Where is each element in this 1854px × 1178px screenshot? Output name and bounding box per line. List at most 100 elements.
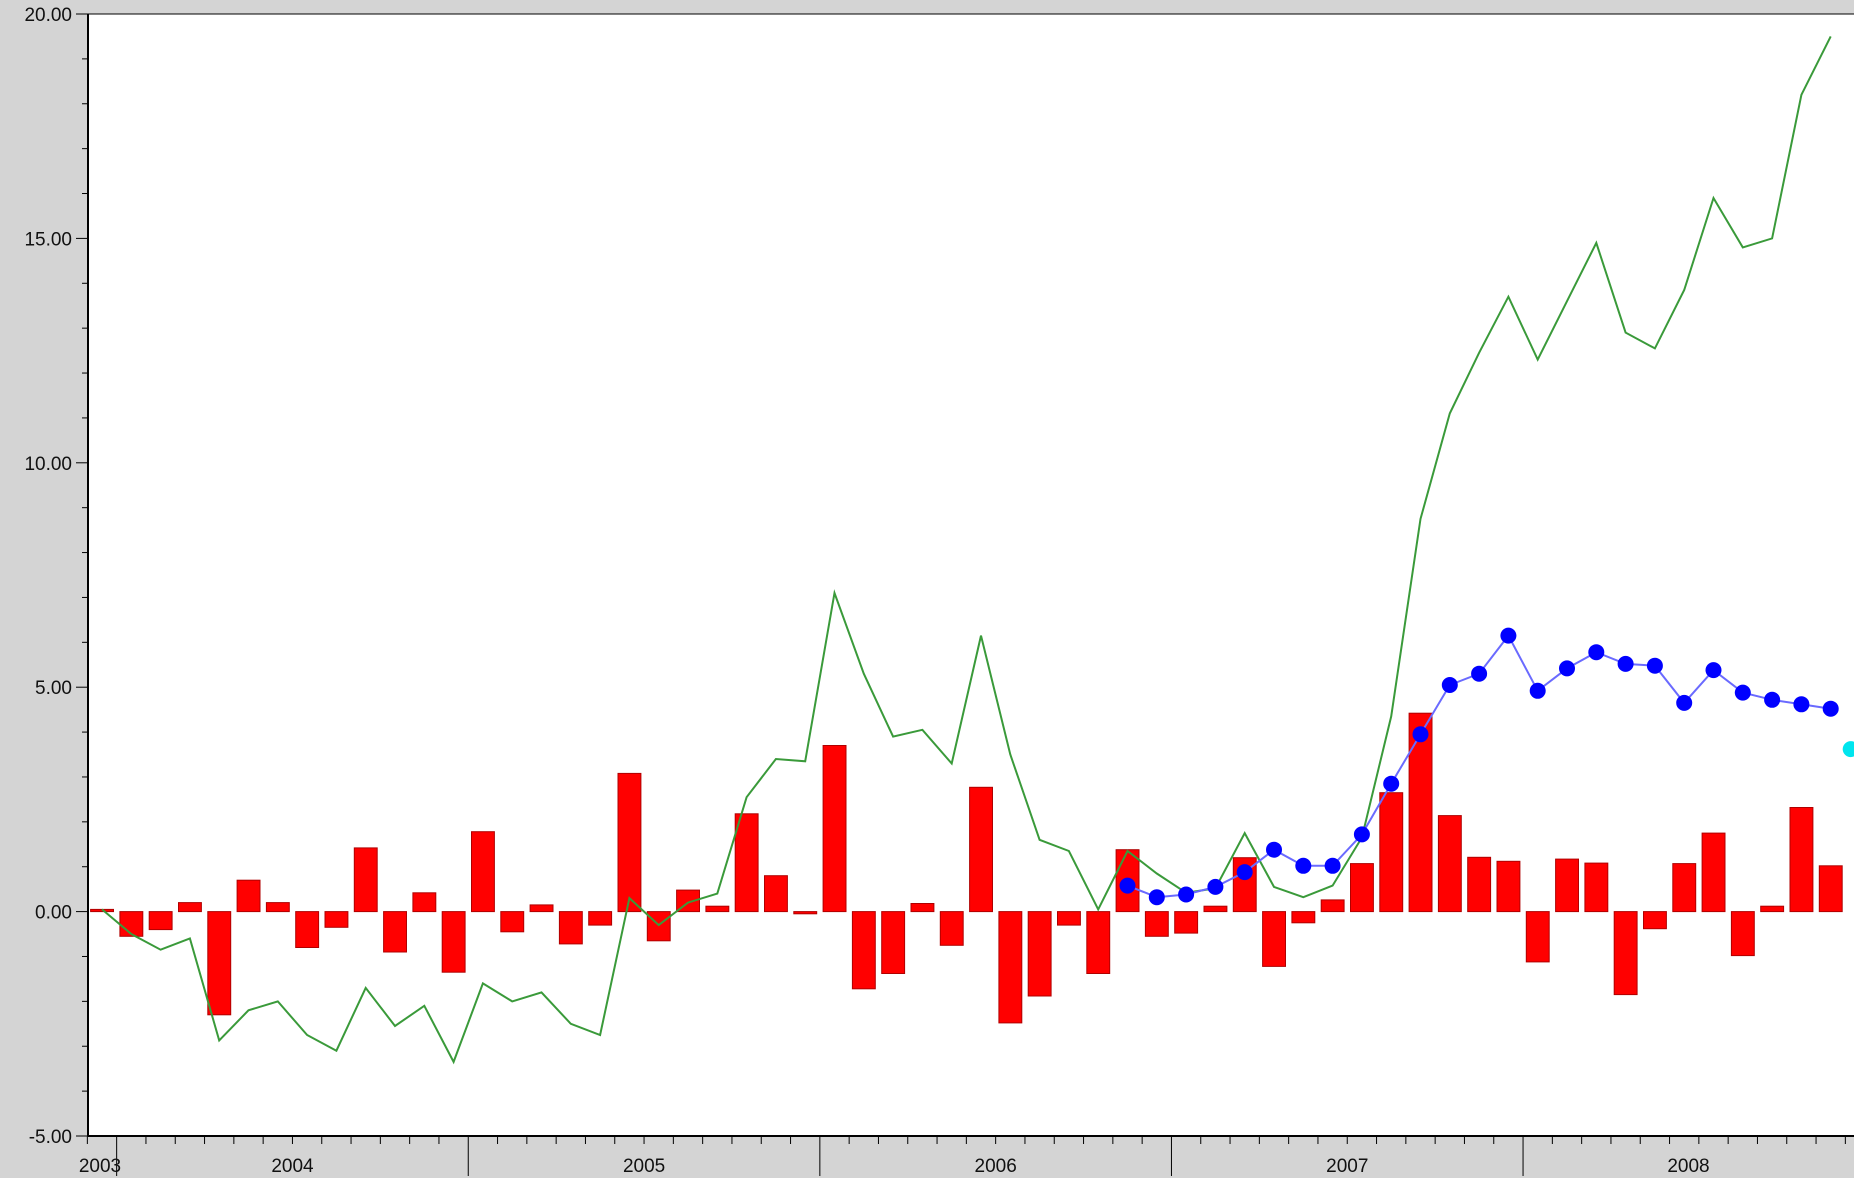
bar-2	[148, 911, 173, 931]
moving-point-23	[1793, 696, 1810, 713]
bar-12	[441, 911, 466, 973]
bar-48	[1496, 860, 1521, 913]
moving-point-8	[1353, 826, 1370, 843]
bar-10	[383, 911, 408, 953]
x-year-label-2003: 2003	[79, 1156, 121, 1177]
bar-41	[1291, 911, 1316, 924]
moving-point-3	[1207, 878, 1224, 895]
moving-point-20	[1705, 662, 1722, 679]
plot-area	[88, 14, 1854, 1136]
bar-26	[851, 911, 876, 990]
bar-23	[764, 875, 788, 913]
bar-55	[1701, 832, 1726, 913]
markers-layer	[1119, 627, 1854, 906]
moving-point-22	[1764, 691, 1781, 708]
bar-49	[1525, 911, 1550, 963]
y-tick-label-2: 5.00	[35, 678, 72, 699]
bar-6	[265, 902, 290, 913]
bar-58	[1789, 807, 1814, 913]
bar-36	[1144, 911, 1169, 937]
bar-5	[236, 879, 261, 913]
bar-27	[881, 911, 906, 974]
moving-point-4	[1236, 864, 1253, 881]
moving-point-18	[1646, 657, 1663, 674]
x-year-label-2006: 2006	[975, 1156, 1017, 1177]
moving-point-17	[1617, 655, 1634, 672]
bar-47	[1467, 856, 1492, 913]
moving-point-6	[1295, 857, 1312, 874]
bar-45	[1408, 712, 1433, 913]
moving-point-14	[1529, 682, 1546, 699]
moving-point-11	[1441, 677, 1458, 693]
bar-24	[793, 911, 818, 915]
moving-point-24	[1822, 700, 1839, 717]
moving-point-15	[1559, 660, 1575, 677]
bar-37	[1174, 911, 1199, 934]
bar-40	[1262, 911, 1286, 967]
bar-7	[295, 911, 320, 948]
bar-38	[1203, 905, 1228, 913]
bar-22	[734, 813, 759, 913]
x-year-label-2005: 2005	[623, 1156, 665, 1177]
bar-29	[939, 911, 964, 946]
bar-13	[471, 831, 495, 913]
bar-17	[588, 911, 613, 926]
bar-43	[1350, 863, 1374, 913]
bar-33	[1057, 911, 1081, 926]
moving-point-9	[1383, 775, 1400, 792]
x-year-label-2004: 2004	[271, 1156, 314, 1177]
bar-54	[1672, 863, 1697, 913]
moving-point-2	[1178, 886, 1195, 903]
bar-9	[353, 847, 378, 913]
bar-16	[558, 911, 583, 945]
bar-31	[998, 911, 1023, 1024]
moving-point-13	[1500, 627, 1517, 644]
moving-point-0	[1119, 877, 1136, 894]
bar-1	[119, 911, 144, 937]
bar-14	[500, 911, 525, 933]
bar-34	[1086, 911, 1111, 974]
y-tick-label-3: 10.00	[24, 454, 72, 475]
cumulative-line	[101, 35, 1832, 1065]
bar-3	[178, 902, 202, 913]
bar-28	[910, 903, 935, 913]
bar-44	[1379, 792, 1404, 913]
last-point	[1842, 741, 1854, 758]
axes-layer	[76, 13, 1854, 1176]
bar-25	[822, 745, 847, 913]
bar-11	[412, 892, 437, 913]
x-year-label-2007: 2007	[1326, 1156, 1368, 1177]
y-tick-label-4: 15.00	[24, 229, 72, 250]
moving-point-19	[1676, 694, 1693, 711]
y-tick-label-1: 0.00	[35, 903, 72, 924]
bar-8	[324, 911, 349, 928]
moving-point-10	[1412, 726, 1429, 743]
bar-56	[1730, 911, 1755, 957]
moving-point-7	[1324, 857, 1341, 874]
bar-52	[1613, 911, 1638, 996]
bar-30	[969, 786, 993, 913]
moving-point-12	[1471, 665, 1488, 682]
moving-point-5	[1266, 841, 1282, 858]
bar-51	[1584, 862, 1609, 913]
bar-4	[207, 911, 232, 1016]
bar-59	[1818, 865, 1843, 913]
bar-42	[1320, 899, 1345, 913]
bar-18	[617, 772, 642, 913]
x-year-label-2008: 2008	[1667, 1156, 1709, 1177]
labels-layer: -5.00 0.00 5.00 10.00 15.00 20.00 2003 2004 2005…	[24, 5, 1709, 1177]
bar-50	[1555, 858, 1579, 913]
bar-32	[1027, 911, 1052, 997]
moving-point-16	[1588, 644, 1605, 661]
y-tick-label-5: 20.00	[24, 5, 72, 26]
bars-layer	[90, 712, 1843, 1024]
bar-53	[1643, 911, 1667, 930]
bar-21	[705, 905, 730, 913]
moving-point-1	[1148, 889, 1165, 906]
y-tick-label-0: -5.00	[29, 1127, 72, 1148]
moving-point-21	[1734, 684, 1751, 701]
bar-46	[1437, 815, 1462, 913]
bar-57	[1760, 905, 1785, 913]
bar-15	[529, 904, 554, 913]
